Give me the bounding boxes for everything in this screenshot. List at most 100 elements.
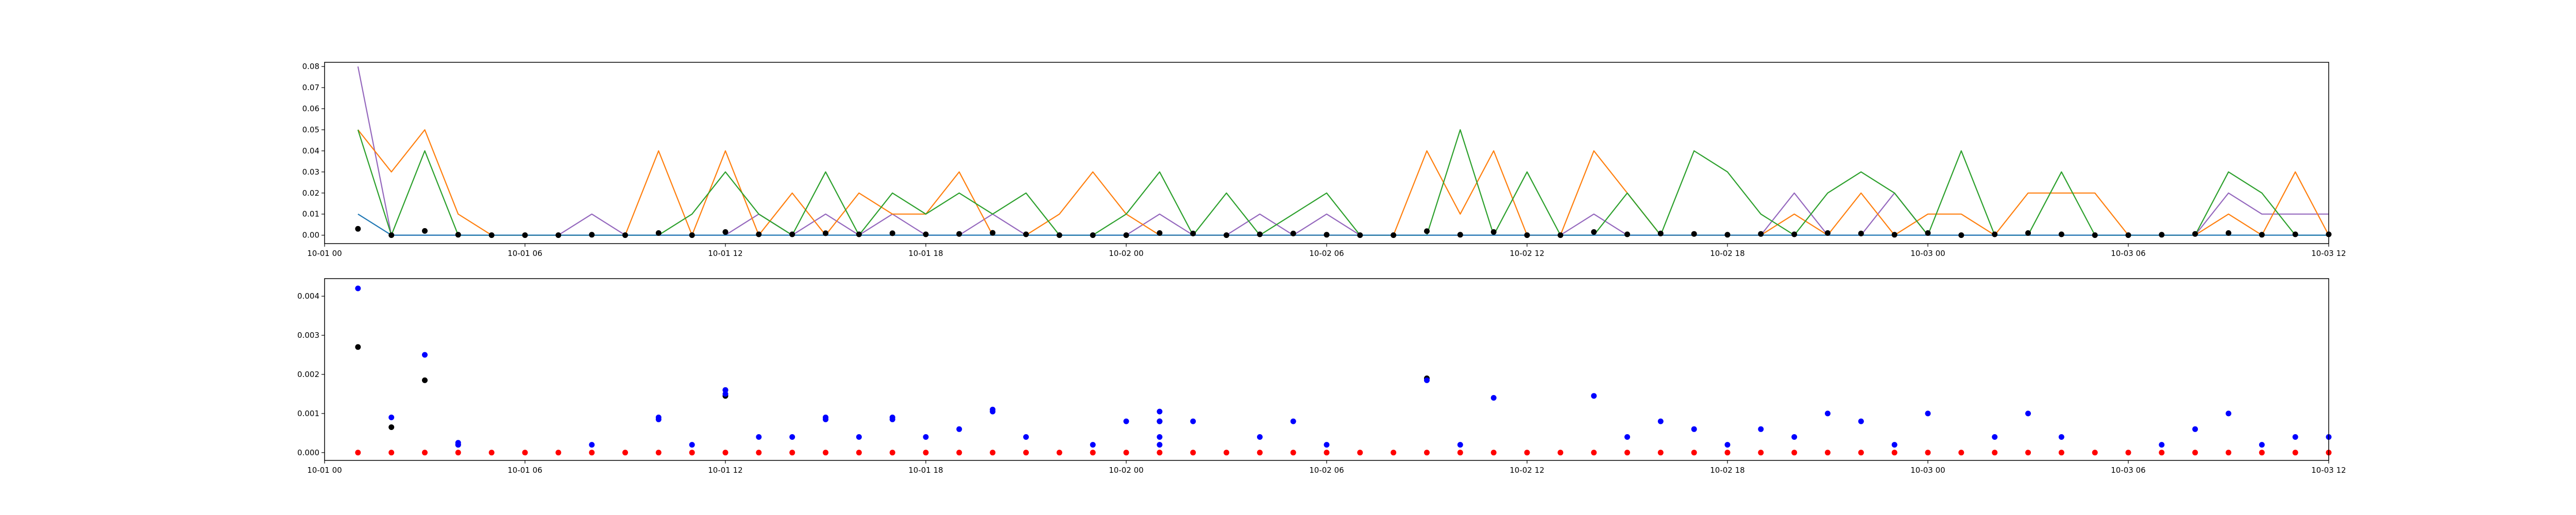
top-line-chart: 10-01 00 10-01 06 10-01 12 10-01 18 10-02 00… [302,62,2346,258]
data-point-blue_dot [1691,426,1697,432]
data-point-black [1591,229,1597,235]
data-point-red_dot [656,450,662,455]
data-point-blue_dot [1624,434,1630,440]
data-point-blue_dot [656,415,662,420]
data-point-blue_dot [756,434,761,440]
data-point-black [2059,232,2064,237]
data-point-black [1858,231,1864,236]
series-line-orange [358,130,2329,235]
data-point-red_dot [1925,450,1931,455]
y-tick-label: 0.003 [297,331,319,340]
data-point-black [1658,231,1664,236]
data-point-blue_dot [1291,419,1296,424]
data-point-red_dot [1090,450,1096,455]
x-tick-label: 10-03 00 [1910,249,1945,258]
data-point-blue_dot [2226,410,2231,416]
x-tick-label: 10-02 12 [1510,466,1544,475]
data-point-red_dot [2259,450,2265,455]
y-tick-label: 0.05 [302,125,319,134]
data-point-black [1925,230,1931,236]
data-point-blue_dot [1491,395,1497,401]
data-point-blue_dot [2259,442,2265,448]
data-point-blue_dot [1458,442,1463,448]
x-tick-label: 10-03 00 [1910,466,1945,475]
data-point-black [1958,232,1964,238]
data-point-blue_dot [1758,426,1764,432]
data-point-red_dot [1791,450,1797,455]
data-point-red_dot [388,450,394,455]
data-point-red_dot [856,450,862,455]
data-point-black [1992,232,1997,237]
x-tick-label: 10-02 00 [1109,249,1143,258]
data-point-black [890,230,895,236]
data-point-black [1491,229,1497,235]
data-point-red_dot [1357,450,1363,455]
x-tick-label: 10-03 12 [2311,249,2346,258]
data-point-black [656,230,662,236]
x-tick-label: 10-03 12 [2311,466,2346,475]
data-point-black [2293,232,2298,237]
data-point-black [1458,232,1463,237]
data-point-red_dot [2192,450,2198,455]
data-point-black [923,232,929,237]
data-point-blue_dot [990,407,995,413]
data-point-red_dot [789,450,795,455]
data-point-black [1557,232,1563,238]
data-point-red_dot [455,450,461,455]
data-point-red_dot [489,450,495,455]
data-point-black [689,232,695,238]
y-tick-label: 0.01 [302,210,319,219]
y-tick-label: 0.07 [302,83,319,92]
data-point-red_dot [1291,450,1296,455]
data-point-red_dot [956,450,962,455]
data-point-black [1190,231,1196,236]
data-point-black [1524,232,1530,238]
data-point-black [1624,232,1630,237]
data-point-blue_dot [2192,426,2198,432]
x-tick-label: 10-01 12 [708,249,742,258]
data-point-red_dot [1524,450,1530,455]
data-point-blue_dot [355,286,361,291]
data-point-red_dot [723,450,728,455]
data-point-red_dot [890,450,895,455]
data-point-red_dot [1190,450,1196,455]
data-point-blue_dot [1591,393,1597,399]
data-point-black [990,230,995,236]
data-point-black [388,232,394,238]
x-tick-label: 10-02 18 [1710,249,1744,258]
data-point-red_dot [1725,450,1731,455]
data-point-blue_dot [1124,419,1129,424]
data-point-black [1725,232,1731,237]
data-point-red_dot [1424,450,1430,455]
x-tick-label: 10-01 18 [908,249,943,258]
data-point-black [422,228,428,234]
data-point-red_dot [2293,450,2298,455]
x-tick-label: 10-01 00 [307,249,342,258]
data-point-black [1224,232,1229,238]
data-point-black [1424,228,1430,234]
data-point-red_dot [1224,450,1229,455]
data-point-red_dot [1124,450,1129,455]
x-tick-label: 10-03 06 [2111,466,2145,475]
plot-frame [325,62,2329,244]
data-point-red_dot [1491,450,1497,455]
data-point-black [1124,232,1129,238]
data-point-red_dot [1391,450,1396,455]
y-tick-label: 0.08 [302,62,319,71]
y-tick-label: 0.03 [302,167,319,177]
x-tick-label: 10-01 18 [908,466,943,475]
data-point-blue_dot [1825,410,1831,416]
data-point-red_dot [2092,450,2098,455]
data-point-blue_dot [1725,442,1731,448]
x-tick-label: 10-02 18 [1710,466,1744,475]
x-tick-label: 10-02 12 [1510,249,1544,258]
data-point-black [2159,232,2164,237]
data-point-red_dot [1257,450,1263,455]
data-point-blue_dot [890,415,895,420]
data-point-blue_dot [1157,434,1162,440]
y-tick-label: 0.001 [297,409,319,418]
data-point-red_dot [1591,450,1597,455]
data-point-red_dot [1825,450,1831,455]
data-point-black [555,232,561,238]
